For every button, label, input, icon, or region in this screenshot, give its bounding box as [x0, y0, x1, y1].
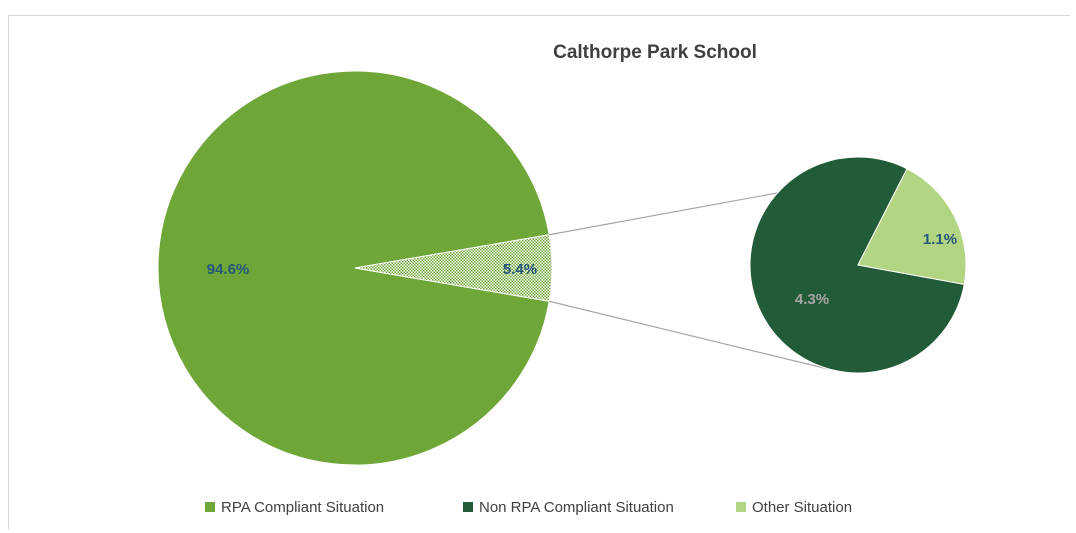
- slice-other-situation: [857, 168, 967, 285]
- slice-non-rpa-compliant-situation: [749, 156, 965, 374]
- legend-swatch: [463, 502, 473, 512]
- label-other-situation: 1.1%: [923, 231, 957, 248]
- label-non-rpa-compliant: 4.3%: [795, 291, 829, 308]
- legend-item-other-situation: Other Situation: [736, 499, 852, 516]
- label-other: 5.4%: [503, 261, 537, 278]
- chart-frame: [8, 15, 1070, 529]
- slice-other: [354, 234, 553, 302]
- connector-line-bottom: [549, 300, 829, 370]
- legend-item-non-rpa-compliant-situation: Non RPA Compliant Situation: [463, 499, 674, 516]
- legend-label: RPA Compliant Situation: [221, 499, 384, 516]
- main-pie: [157, 70, 553, 466]
- chart-title: Calthorpe Park School: [553, 42, 757, 63]
- secondary-pie: [749, 156, 967, 374]
- data-labels: 94.6% 5.4% 4.3% 1.1%: [207, 231, 957, 308]
- legend-item-rpa-compliant-situation: RPA Compliant Situation: [205, 499, 384, 516]
- legend-swatch: [736, 502, 746, 512]
- slice-rpa-compliant-situation: [157, 70, 550, 466]
- legend: RPA Compliant Situation Non RPA Compliant…: [205, 499, 852, 516]
- legend-label: Other Situation: [752, 499, 852, 516]
- legend-swatch: [205, 502, 215, 512]
- label-rpa-compliant: 94.6%: [207, 261, 250, 278]
- legend-label: Non RPA Compliant Situation: [479, 499, 674, 516]
